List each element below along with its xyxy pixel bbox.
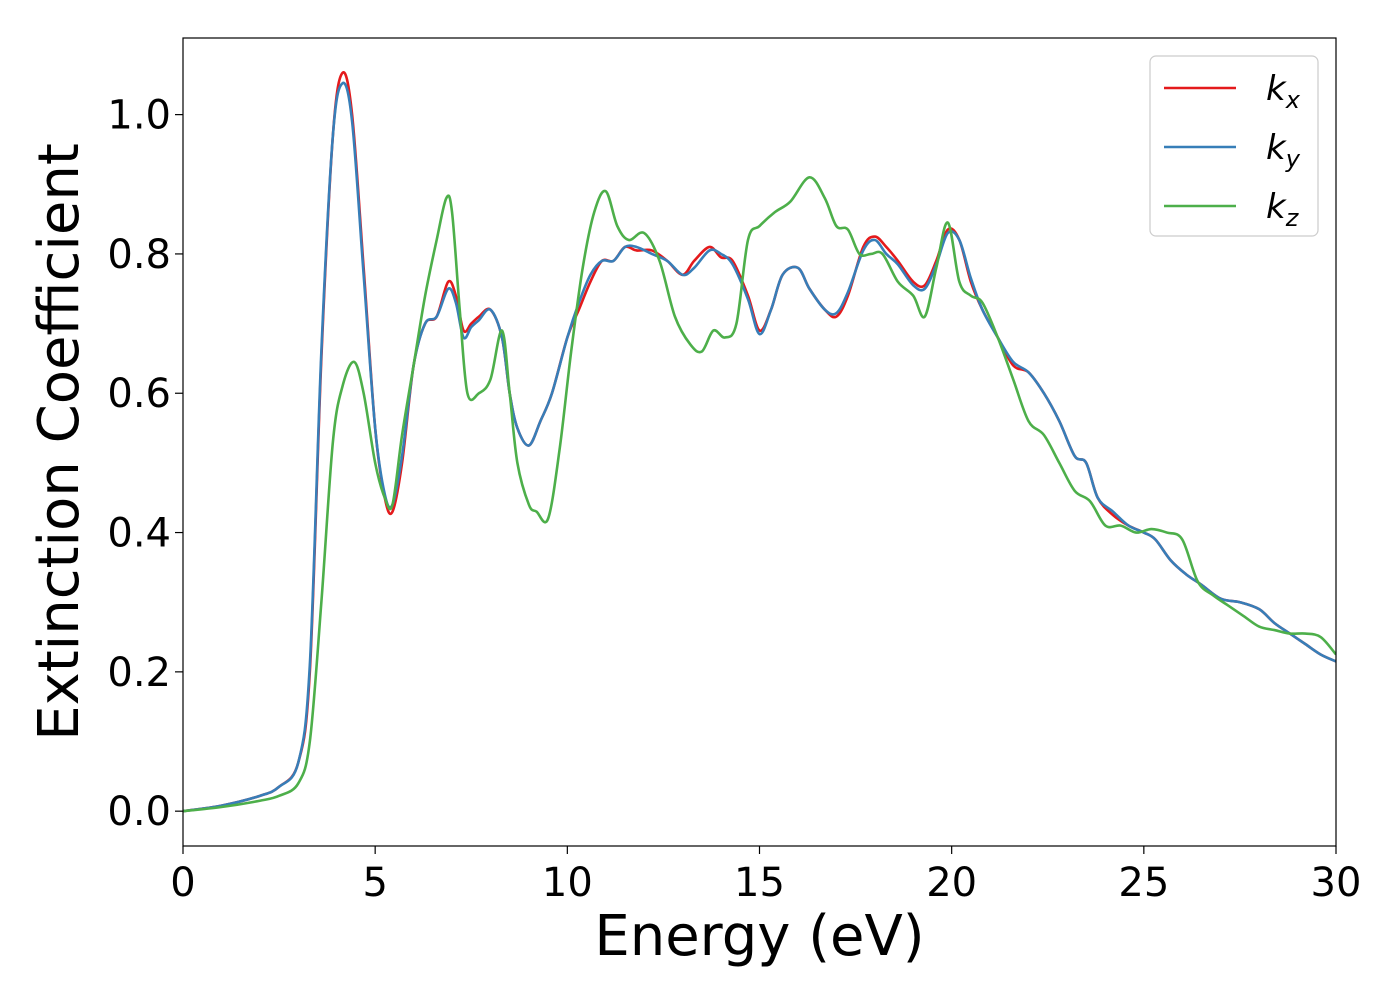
x-tick-label: 0: [170, 860, 195, 906]
x-tick-label: 20: [926, 860, 977, 906]
x-tick-label: 5: [362, 860, 387, 906]
y-tick-label: 0.4: [107, 511, 171, 557]
x-axis-title: Energy (eV): [594, 904, 924, 969]
legend-label-kx: kx: [1266, 69, 1301, 114]
x-tick-label: 10: [542, 860, 593, 906]
y-axis-ticks: 0.0 0.2 0.4 0.6 0.8 1.0: [107, 93, 183, 835]
series-line-ky: [183, 81, 1336, 813]
y-tick-label: 0.2: [107, 650, 171, 696]
y-tick-label: 0.6: [107, 371, 171, 417]
x-tick-label: 30: [1311, 860, 1362, 906]
legend-label-ky: ky: [1266, 128, 1301, 173]
x-tick-label: 25: [1118, 860, 1169, 906]
y-tick-label: 0.8: [107, 232, 171, 278]
x-axis-ticks: 0 5 10 15 20 25 30: [170, 846, 1361, 906]
y-axis-title: Extinction Coefficient: [27, 143, 92, 741]
series-layer: [183, 70, 1336, 813]
legend-label-kz: kz: [1266, 187, 1300, 232]
legend: kx ky kz: [1149, 55, 1319, 237]
x-tick-label: 15: [734, 860, 785, 906]
y-tick-label: 0.0: [107, 789, 171, 835]
y-tick-label: 1.0: [107, 93, 171, 139]
series-line-kz: [183, 176, 1336, 813]
